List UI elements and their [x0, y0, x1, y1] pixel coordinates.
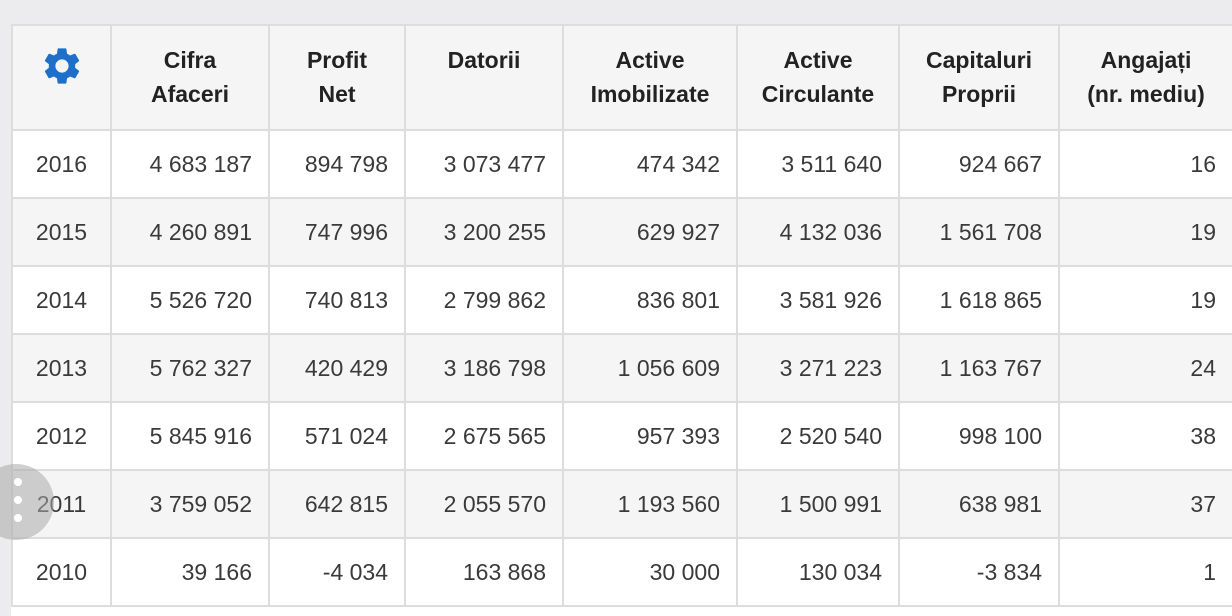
column-header-active-imobilizate[interactable]: Active Imobilizate: [562, 24, 738, 131]
capitaluri-proprii-cell: 1 163 767: [898, 333, 1060, 403]
header-line-2: Circulante: [761, 81, 875, 107]
capitaluri-proprii-cell: 924 667: [898, 129, 1060, 199]
column-header-datorii[interactable]: Datorii: [404, 24, 564, 131]
angajati-cell: 37: [1058, 469, 1232, 539]
table-row: 2010 39 166 -4 034 163 868 30 000 130 03…: [11, 537, 1232, 607]
year-cell: 2014: [11, 265, 112, 335]
active-imobilizate-cell: 1 193 560: [562, 469, 738, 539]
header-line-1: Active: [783, 47, 853, 73]
table-row: 2013 5 762 327 420 429 3 186 798 1 056 6…: [11, 333, 1232, 403]
active-imobilizate-cell: 30 000: [562, 537, 738, 607]
column-header-profit-net[interactable]: Profit Net: [268, 24, 406, 131]
cifra-afaceri-cell: 5 845 916: [110, 401, 270, 471]
profit-net-cell: 420 429: [268, 333, 406, 403]
datorii-cell: 3 073 477: [404, 129, 564, 199]
datorii-cell: 2 055 570: [404, 469, 564, 539]
active-circulante-cell: 130 034: [736, 537, 900, 607]
cifra-afaceri-cell: 4 683 187: [110, 129, 270, 199]
active-imobilizate-cell: 629 927: [562, 197, 738, 267]
capitaluri-proprii-cell: -3 834: [898, 537, 1060, 607]
financial-table: Cifra Afaceri Profit Net Datorii Active …: [11, 24, 1232, 607]
financial-table-container: Cifra Afaceri Profit Net Datorii Active …: [11, 24, 1232, 616]
settings-header-cell[interactable]: [11, 24, 112, 131]
column-header-angajati[interactable]: Angajați (nr. mediu): [1058, 24, 1232, 131]
angajati-cell: 24: [1058, 333, 1232, 403]
year-cell: 2015: [11, 197, 112, 267]
profit-net-cell: 642 815: [268, 469, 406, 539]
angajati-cell: 38: [1058, 401, 1232, 471]
header-line-1: Angajați: [1100, 47, 1192, 73]
profit-net-cell: 740 813: [268, 265, 406, 335]
header-line-1: Profit: [306, 47, 368, 73]
capitaluri-proprii-cell: 998 100: [898, 401, 1060, 471]
active-circulante-cell: 3 511 640: [736, 129, 900, 199]
year-cell: 2016: [11, 129, 112, 199]
profit-net-cell: 571 024: [268, 401, 406, 471]
profit-net-cell: 747 996: [268, 197, 406, 267]
table-row: 2015 4 260 891 747 996 3 200 255 629 927…: [11, 197, 1232, 267]
datorii-cell: 2 799 862: [404, 265, 564, 335]
year-cell: 2013: [11, 333, 112, 403]
table-row: 2012 5 845 916 571 024 2 675 565 957 393…: [11, 401, 1232, 471]
header-line-1: Capitaluri: [925, 47, 1033, 73]
cifra-afaceri-cell: 3 759 052: [110, 469, 270, 539]
datorii-cell: 163 868: [404, 537, 564, 607]
table-row: 2016 4 683 187 894 798 3 073 477 474 342…: [11, 129, 1232, 199]
capitaluri-proprii-cell: 1 618 865: [898, 265, 1060, 335]
angajati-cell: 19: [1058, 265, 1232, 335]
datorii-cell: 2 675 565: [404, 401, 564, 471]
active-circulante-cell: 3 271 223: [736, 333, 900, 403]
header-line-1: Datorii: [447, 47, 521, 73]
column-header-capitaluri-proprii[interactable]: Capitaluri Proprii: [898, 24, 1060, 131]
active-circulante-cell: 1 500 991: [736, 469, 900, 539]
handle-dot: [14, 514, 22, 522]
active-circulante-cell: 2 520 540: [736, 401, 900, 471]
active-imobilizate-cell: 1 056 609: [562, 333, 738, 403]
profit-net-cell: -4 034: [268, 537, 406, 607]
header-line-1: Cifra: [163, 47, 217, 73]
header-line-2: Imobilizate: [590, 81, 710, 107]
header-line-2: Net: [318, 81, 356, 107]
profit-net-cell: 894 798: [268, 129, 406, 199]
capitaluri-proprii-cell: 1 561 708: [898, 197, 1060, 267]
gear-icon[interactable]: [40, 44, 84, 88]
cifra-afaceri-cell: 5 762 327: [110, 333, 270, 403]
active-imobilizate-cell: 836 801: [562, 265, 738, 335]
header-line-2: Afaceri: [151, 81, 229, 107]
active-circulante-cell: 4 132 036: [736, 197, 900, 267]
year-cell: 2010: [11, 537, 112, 607]
column-header-active-circulante[interactable]: Active Circulante: [736, 24, 900, 131]
header-line-2: (nr. mediu): [1087, 81, 1205, 107]
table-header-row: Cifra Afaceri Profit Net Datorii Active …: [11, 24, 1232, 131]
capitaluri-proprii-cell: 638 981: [898, 469, 1060, 539]
column-header-cifra-afaceri[interactable]: Cifra Afaceri: [110, 24, 270, 131]
year-cell: 2012: [11, 401, 112, 471]
active-imobilizate-cell: 957 393: [562, 401, 738, 471]
handle-dot: [14, 496, 22, 504]
header-line-1: Active: [615, 47, 685, 73]
angajati-cell: 1: [1058, 537, 1232, 607]
datorii-cell: 3 200 255: [404, 197, 564, 267]
cifra-afaceri-cell: 39 166: [110, 537, 270, 607]
handle-dot: [14, 478, 22, 486]
table-body: 2016 4 683 187 894 798 3 073 477 474 342…: [11, 129, 1232, 607]
header-line-2: Proprii: [941, 81, 1017, 107]
table-row: 2011 3 759 052 642 815 2 055 570 1 193 5…: [11, 469, 1232, 539]
cifra-afaceri-cell: 4 260 891: [110, 197, 270, 267]
active-imobilizate-cell: 474 342: [562, 129, 738, 199]
angajati-cell: 16: [1058, 129, 1232, 199]
table-row: 2014 5 526 720 740 813 2 799 862 836 801…: [11, 265, 1232, 335]
cifra-afaceri-cell: 5 526 720: [110, 265, 270, 335]
datorii-cell: 3 186 798: [404, 333, 564, 403]
active-circulante-cell: 3 581 926: [736, 265, 900, 335]
angajati-cell: 19: [1058, 197, 1232, 267]
